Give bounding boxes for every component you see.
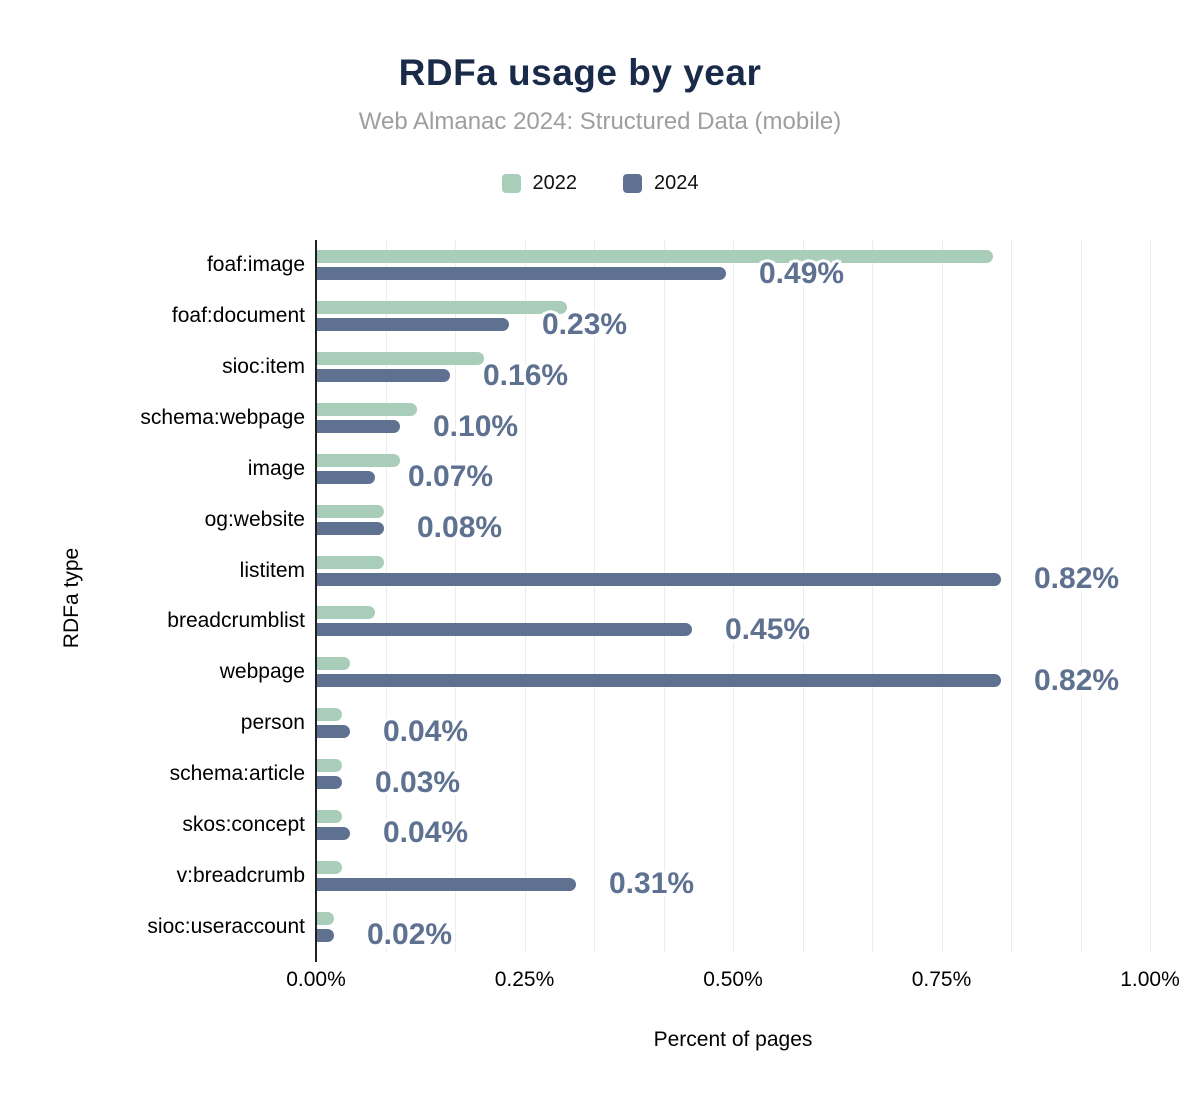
category-label-schema-article: schema:article <box>169 762 305 785</box>
bar-2024-person[interactable] <box>317 725 350 738</box>
value-label-listitem: 0.82% <box>1034 562 1120 595</box>
value-label-schema-webpage: 0.10% <box>433 410 519 443</box>
bar-2024-foaf-document[interactable] <box>317 318 509 331</box>
legend-item-2024[interactable]: 2024 <box>623 172 699 195</box>
bar-2024-webpage[interactable] <box>317 674 1001 687</box>
x-tick-label-0-25-: 0.25% <box>494 968 555 991</box>
bar-2022-sioc-item[interactable] <box>317 352 484 365</box>
bar-2022-person[interactable] <box>317 708 342 721</box>
bar-2024-og-website[interactable] <box>317 522 384 535</box>
gridline <box>1011 240 1012 952</box>
bar-2022-image[interactable] <box>317 454 400 467</box>
legend-label: 2024 <box>654 172 699 194</box>
bar-2024-schema-webpage[interactable] <box>317 420 400 433</box>
bar-2022-listitem[interactable] <box>317 556 384 569</box>
legend-label: 2022 <box>532 172 578 194</box>
y-axis-title: RDFa type <box>60 547 83 649</box>
category-label-og-website: og:website <box>204 508 305 531</box>
bar-2024-image[interactable] <box>317 471 375 484</box>
bar-2022-schema-article[interactable] <box>317 759 342 772</box>
gridline <box>455 240 456 952</box>
bar-2024-foaf-image[interactable] <box>317 267 726 280</box>
gridline <box>733 240 734 952</box>
category-label-breadcrumblist: breadcrumblist <box>167 609 305 632</box>
value-label-foaf-document: 0.23% <box>542 308 628 341</box>
gridline <box>1080 240 1082 952</box>
gridline <box>1150 240 1151 952</box>
y-axis-line <box>315 240 317 962</box>
bar-2022-sioc-useraccount[interactable] <box>317 912 334 925</box>
bar-2022-breadcrumblist[interactable] <box>317 606 375 619</box>
value-label-schema-article: 0.03% <box>375 766 461 799</box>
gridline <box>524 240 526 952</box>
bar-2024-v-breadcrumb[interactable] <box>317 878 576 891</box>
gridline <box>872 240 873 952</box>
value-label-og-website: 0.08% <box>417 511 503 544</box>
category-label-webpage: webpage <box>219 660 305 683</box>
value-label-sioc-useraccount: 0.02% <box>367 918 453 951</box>
category-label-sioc-useraccount: sioc:useraccount <box>147 915 305 938</box>
bar-2022-foaf-document[interactable] <box>317 301 567 314</box>
x-axis-title: Percent of pages <box>653 1028 813 1051</box>
gridline <box>802 240 804 952</box>
value-label-skos-concept: 0.04% <box>383 816 469 849</box>
bar-2024-sioc-item[interactable] <box>317 369 450 382</box>
category-label-foaf-image: foaf:image <box>206 253 305 276</box>
x-tick-label-0-75-: 0.75% <box>911 968 972 991</box>
value-label-person: 0.04% <box>383 715 469 748</box>
bar-2024-schema-article[interactable] <box>317 776 342 789</box>
value-label-webpage: 0.82% <box>1034 664 1120 697</box>
category-label-image: image <box>247 457 305 480</box>
chart-title: RDFa usage by year <box>398 52 762 93</box>
bar-2024-breadcrumblist[interactable] <box>317 623 692 636</box>
bar-2024-listitem[interactable] <box>317 573 1001 586</box>
category-label-schema-webpage: schema:webpage <box>140 406 305 429</box>
legend-item-2022[interactable]: 2022 <box>501 172 578 195</box>
value-label-v-breadcrumb: 0.31% <box>609 867 695 900</box>
category-label-foaf-document: foaf:document <box>171 304 305 327</box>
bar-2022-skos-concept[interactable] <box>317 810 342 823</box>
legend-swatch-2024 <box>623 174 642 193</box>
category-label-listitem: listitem <box>239 559 305 582</box>
bar-2024-skos-concept[interactable] <box>317 827 350 840</box>
bar-2022-v-breadcrumb[interactable] <box>317 861 342 874</box>
value-label-image: 0.07% <box>408 460 494 493</box>
chart-subtitle: Web Almanac 2024: Structured Data (mobil… <box>358 108 842 135</box>
bar-2022-webpage[interactable] <box>317 657 350 670</box>
legend-swatch-2022 <box>501 174 521 193</box>
value-label-breadcrumblist: 0.45% <box>725 613 811 646</box>
gridline <box>941 240 943 952</box>
value-label-sioc-item: 0.16% <box>483 359 569 392</box>
gridline <box>385 240 387 952</box>
x-tick-label-0-50-: 0.50% <box>703 968 763 991</box>
gridline <box>663 240 665 952</box>
bar-2024-sioc-useraccount[interactable] <box>317 929 334 942</box>
category-label-sioc-item: sioc:item <box>222 355 305 378</box>
category-label-v-breadcrumb: v:breadcrumb <box>176 864 305 887</box>
bar-2022-foaf-image[interactable] <box>317 250 993 263</box>
bar-2022-og-website[interactable] <box>317 505 384 518</box>
value-label-foaf-image: 0.49% <box>759 257 845 290</box>
category-label-person: person <box>240 711 305 734</box>
bar-2022-schema-webpage[interactable] <box>317 403 417 416</box>
x-tick-label-1-00-: 1.00% <box>1120 968 1180 991</box>
gridline <box>594 240 595 952</box>
chart-legend: 2022 2024 <box>0 172 1200 195</box>
category-label-skos-concept: skos:concept <box>182 813 305 836</box>
x-tick-label-0-00-: 0.00% <box>286 968 346 991</box>
